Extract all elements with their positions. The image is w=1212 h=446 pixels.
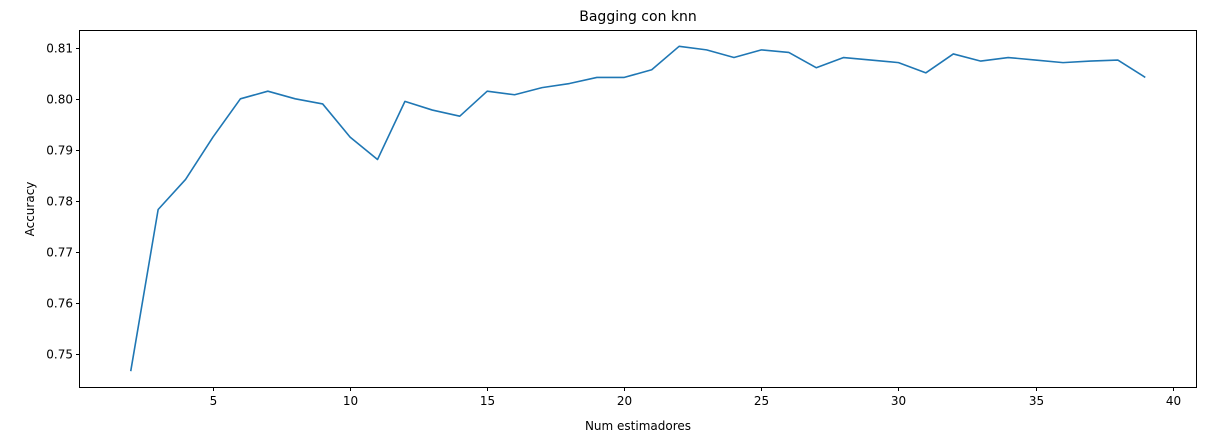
- y-tick-label: 0.77: [46, 246, 73, 260]
- x-tick-label: 5: [210, 394, 218, 408]
- series-group: [129, 45, 1146, 372]
- x-axis-label: Num estimadores: [585, 419, 691, 433]
- x-axis: 5 10 15 20 25 30 35 40: [210, 387, 1181, 408]
- chart-title: Bagging con knn: [579, 9, 697, 25]
- y-tick-label: 0.75: [46, 348, 73, 362]
- x-tick-label: 30: [891, 394, 906, 408]
- y-tick-label: 0.79: [46, 144, 73, 158]
- x-tick-label: 40: [1166, 394, 1181, 408]
- x-tick-label: 35: [1029, 394, 1044, 408]
- x-tick-label: 10: [343, 394, 358, 408]
- series-line: [129, 45, 1146, 372]
- x-tick-label: 20: [617, 394, 632, 408]
- x-tick-label: 25: [754, 394, 769, 408]
- x-tick-label: 15: [480, 394, 495, 408]
- y-axis-label: Accuracy: [23, 182, 37, 237]
- y-tick-label: 0.80: [46, 93, 73, 107]
- y-axis: 0.75 0.76 0.77 0.78 0.79 0.80 0.81: [46, 42, 80, 362]
- y-tick-label: 0.78: [46, 195, 73, 209]
- y-tick-label: 0.76: [46, 297, 73, 311]
- plot-frame: [79, 30, 1197, 388]
- y-tick-label: 0.81: [46, 42, 73, 56]
